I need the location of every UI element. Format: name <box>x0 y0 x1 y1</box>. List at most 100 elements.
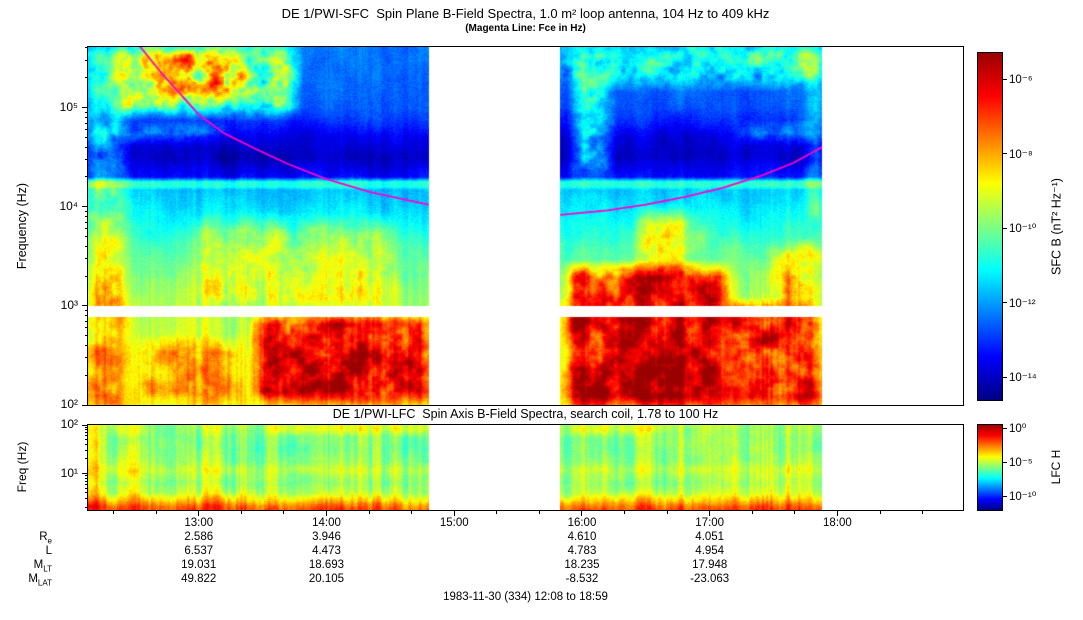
y-axis-tick <box>82 404 88 406</box>
colorbar-tick-label: 10⁻¹⁰ <box>1009 491 1037 504</box>
y-axis-minor-tick <box>85 245 88 247</box>
y-axis-minor-tick <box>85 443 88 445</box>
sfc-colorbar-label: SFC B (nT² Hz⁻¹) <box>1049 178 1064 275</box>
x-axis-minor-tick <box>113 511 115 514</box>
colorbar-tick-label: 10⁻⁶ <box>1009 74 1033 87</box>
ephemeris-value: 17.948 <box>692 559 728 571</box>
y-axis-minor-tick <box>85 129 88 131</box>
colorbar-tick <box>1002 153 1007 155</box>
ephemeris-value: 18.693 <box>308 559 345 571</box>
y-axis-minor-tick <box>85 146 88 148</box>
ephemeris-row-label: MLAT <box>4 573 52 587</box>
ephemeris-row-label-base: M <box>33 559 44 571</box>
y-axis-minor-tick <box>85 435 88 437</box>
x-tick-label: 13:00 <box>184 517 214 529</box>
ephemeris-row-label: MLT <box>4 559 52 573</box>
y-axis-minor-tick <box>85 236 88 238</box>
y-axis-minor-tick <box>85 357 88 359</box>
y-axis-minor-tick <box>85 374 88 376</box>
colorbar-tick-label: 10⁻¹² <box>1009 297 1036 310</box>
y-axis-minor-tick <box>85 176 88 178</box>
ephemeris-value: 4.954 <box>695 545 725 557</box>
x-tick-label: 14:00 <box>312 517 341 529</box>
colorbar-tick-label: 10⁻⁸ <box>1009 148 1033 161</box>
y-axis-tick <box>82 473 88 475</box>
y-axis-minor-tick <box>85 228 88 230</box>
footer-timestamp: 1983-11-30 (334) 12:08 to 18:59 <box>443 591 608 603</box>
colorbar-tick <box>1002 302 1007 304</box>
ephemeris-value: 3.946 <box>312 531 341 543</box>
x-axis-tick <box>198 511 200 516</box>
y-axis-minor-tick <box>85 475 88 477</box>
y-axis-minor-tick <box>85 477 88 479</box>
y-axis-tick <box>82 206 88 208</box>
y-axis-minor-tick <box>85 483 88 485</box>
x-axis-minor-tick <box>794 511 796 514</box>
y-axis-minor-tick <box>85 429 88 431</box>
colorbar-tick <box>1002 495 1007 497</box>
ephemeris-value: 6.537 <box>184 545 214 557</box>
y-axis-minor-tick <box>85 314 88 316</box>
x-tick-label: 15:00 <box>439 517 469 529</box>
x-axis-minor-tick <box>666 511 668 514</box>
y-axis-minor-tick <box>85 309 88 311</box>
y-axis-minor-tick <box>85 258 88 260</box>
x-axis-tick <box>709 511 711 516</box>
x-axis-minor-tick <box>283 511 285 514</box>
y-axis-minor-tick <box>85 498 88 500</box>
x-axis-minor-tick <box>240 511 242 514</box>
x-axis-tick <box>453 511 455 516</box>
y-axis-minor-tick <box>85 507 88 509</box>
y-axis-minor-tick <box>85 335 88 337</box>
x-axis-minor-tick <box>368 511 370 514</box>
ephemeris-value: 4.610 <box>567 531 597 543</box>
y-axis-minor-tick <box>85 136 88 138</box>
y-axis-minor-tick <box>85 122 88 124</box>
colorbar-tick-label: 10⁻⁵ <box>1009 457 1033 470</box>
ephemeris-value: 49.822 <box>181 573 217 585</box>
ephemeris-value: -23.063 <box>690 573 730 585</box>
y-axis-minor-tick <box>85 116 88 118</box>
lfc-colorbar <box>977 424 1003 511</box>
y-axis-minor-tick <box>85 458 88 460</box>
lfc-colorbar-label: LFC H <box>1049 449 1063 485</box>
y-tick-label: 10⁵ <box>59 99 78 114</box>
lfc-panel-title: DE 1/PWI-LFC Spin Axis B-Field Spectra, … <box>332 407 719 421</box>
colorbar-tick <box>1002 427 1007 429</box>
y-axis-minor-tick <box>85 59 88 61</box>
y-axis-minor-tick <box>85 221 88 223</box>
y-axis-minor-tick <box>85 111 88 113</box>
ephemeris-value: 4.473 <box>312 545 341 557</box>
x-axis-tick <box>836 511 838 516</box>
ephemeris-row-label-subscript: e <box>47 536 52 546</box>
ephemeris-row-label: Re <box>4 531 52 545</box>
y-tick-label: 10² <box>60 397 78 411</box>
colorbar-tick-label: 10⁻¹⁰ <box>1009 223 1037 236</box>
sfc-y-axis-label: Frequency (Hz) <box>15 182 29 270</box>
y-tick-label: 10⁴ <box>59 198 78 213</box>
y-axis-minor-tick <box>85 327 88 329</box>
x-tick-label: 18:00 <box>823 517 852 529</box>
colorbar-tick-label: 10⁰ <box>1009 423 1027 436</box>
x-axis-tick <box>581 511 583 516</box>
y-axis-minor-tick <box>85 344 88 346</box>
page-subtitle: (Magenta Line: Fce in Hz) <box>465 23 586 34</box>
ephemeris-row-label: L <box>4 545 52 557</box>
y-axis-minor-tick <box>85 492 88 494</box>
y-axis-minor-tick <box>85 480 88 482</box>
colorbar-tick <box>1002 376 1007 378</box>
ephemeris-row-label-base: M <box>28 573 38 585</box>
x-axis-minor-tick <box>496 511 498 514</box>
page-title: DE 1/PWI-SFC Spin Plane B-Field Spectra,… <box>281 6 770 21</box>
ephemeris-value: 18.235 <box>564 559 600 571</box>
y-axis-minor-tick <box>85 275 88 277</box>
ephemeris-value: 4.051 <box>695 531 725 543</box>
y-axis-minor-tick <box>85 432 88 434</box>
y-axis-minor-tick <box>85 487 88 489</box>
ephemeris-row-label-base: L <box>45 545 52 557</box>
ephemeris-value: 19.031 <box>181 559 217 571</box>
colorbar-tick-label: 10⁻¹⁴ <box>1009 372 1037 385</box>
colorbar-tick <box>1002 227 1007 229</box>
y-axis-minor-tick <box>85 449 88 451</box>
